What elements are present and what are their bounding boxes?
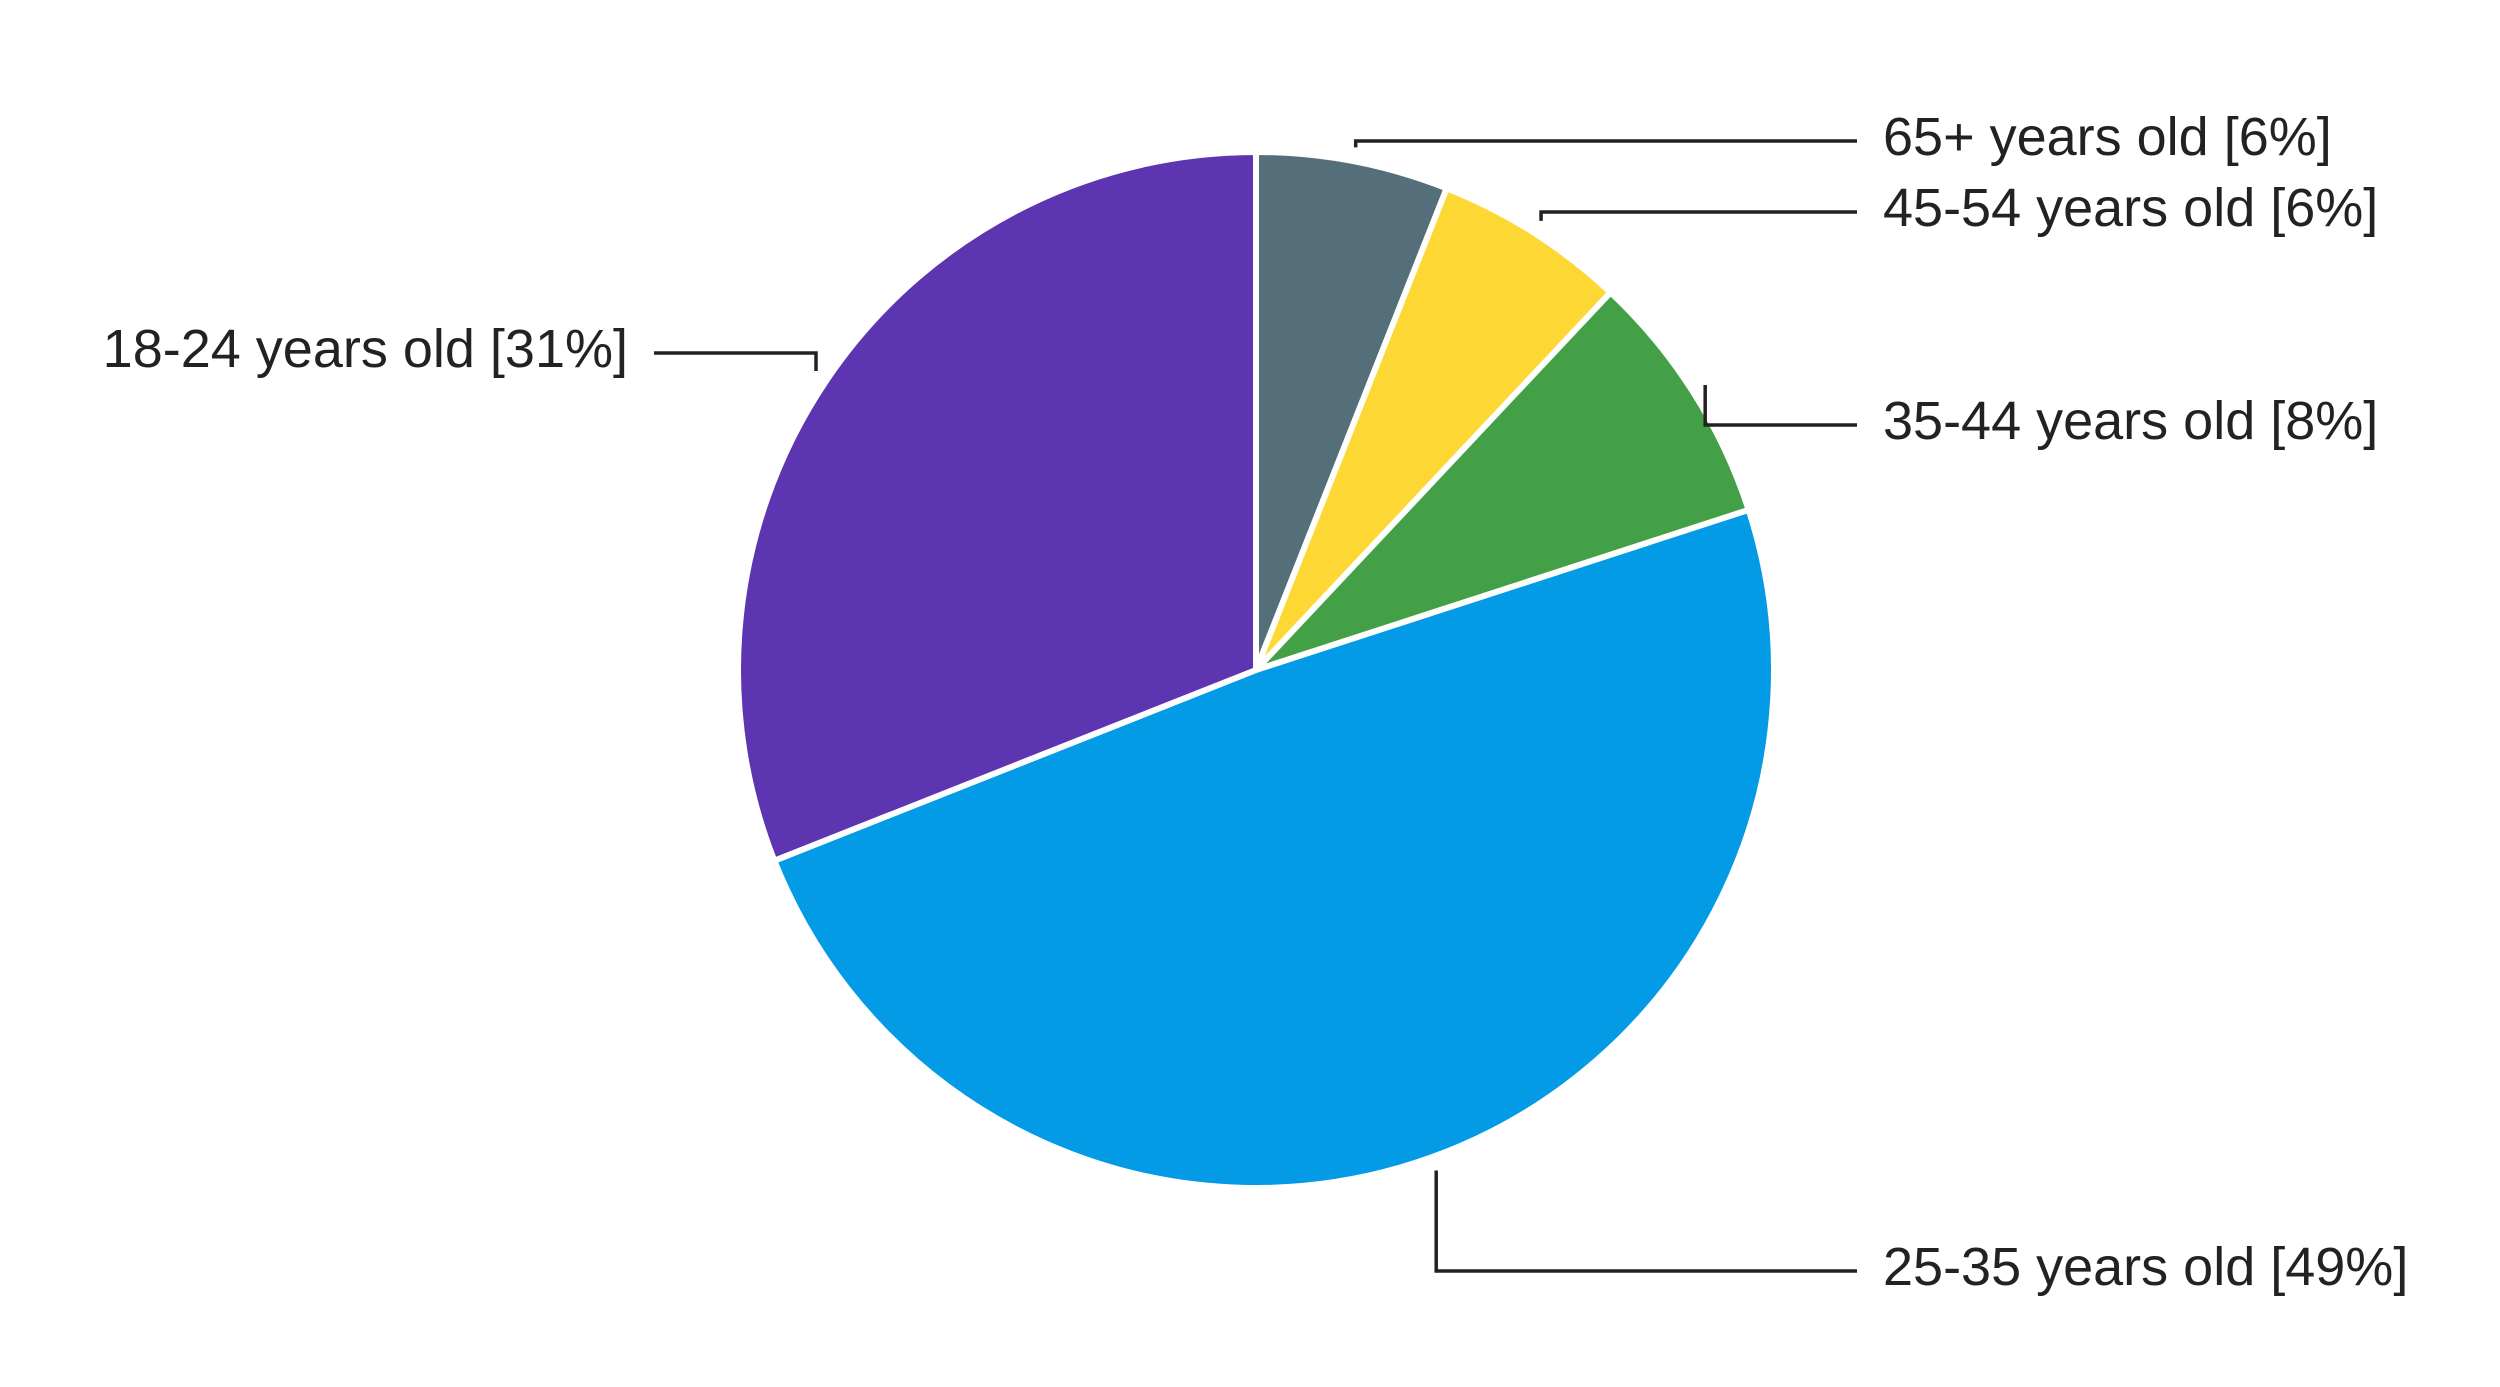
slice-category: 45-54 years old [1883,178,2255,238]
leader-line [1434,1170,1857,1273]
leader-line [654,351,818,371]
slice-value-label: [49%] [2270,1237,2408,1297]
slice-value-label: [6%] [2224,107,2332,167]
slice-category: 65+ years old [1883,107,2209,167]
slice-label: 25-35 years old [49%] [1883,1237,2408,1297]
slice-value-label: [8%] [2270,391,2378,451]
slice-label: 45-54 years old [6%] [1883,178,2378,238]
slice-label: 35-44 years old [8%] [1883,391,2378,451]
slice-label: 18-24 years old [31%] [103,319,628,379]
pie-slice [1253,289,1752,673]
leader-line [1353,139,1857,148]
slice-label: 65+ years old [6%] [1883,107,2332,167]
pie-slice [1253,149,1450,673]
pie-slice [1253,185,1614,673]
slice-category: 35-44 years old [1883,391,2255,451]
slice-value-label: [6%] [2270,178,2378,238]
pie-slice [735,149,1259,864]
slice-category: 25-35 years old [1883,1237,2255,1297]
slice-value-label: [31%] [490,319,628,379]
leader-line [1703,384,1857,427]
pie-slice [771,506,1777,1192]
slice-category: 18-24 years old [103,319,475,379]
leader-line [1539,210,1857,221]
